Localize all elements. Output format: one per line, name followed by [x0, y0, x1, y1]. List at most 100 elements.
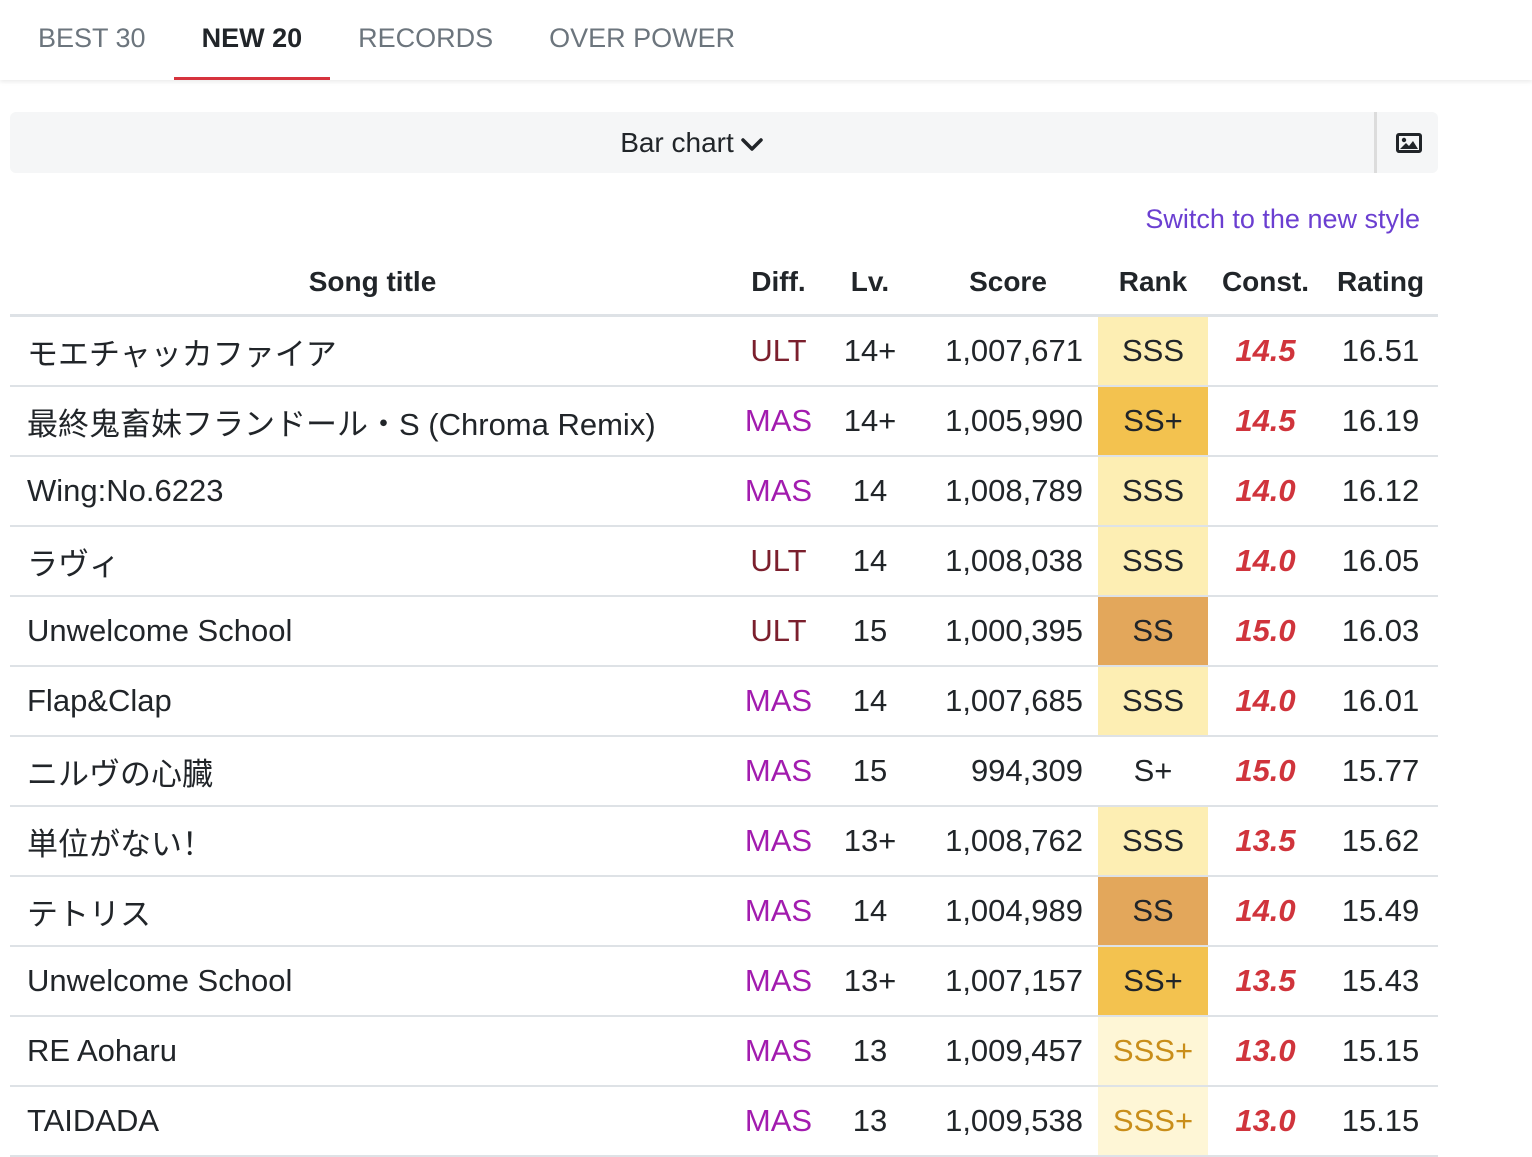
constant-cell: 14.0: [1208, 526, 1323, 597]
header-level: Lv.: [822, 250, 918, 317]
constant-cell: 13.0: [1208, 1086, 1323, 1157]
song-title-cell: RE Aoharu: [10, 1016, 735, 1087]
table-row: ニルヴの心臓 MAS 15 994,309 S+ 15.0 15.77: [10, 736, 1438, 807]
rank-cell: SSS: [1098, 666, 1208, 737]
image-icon: [1396, 132, 1422, 153]
table-row: TAIDADA MAS 13 1,009,538 SSS+ 13.0 15.15: [10, 1086, 1438, 1157]
song-title-cell: モエチャッカファイア: [10, 315, 735, 387]
tab[interactable]: OVER POWER: [549, 23, 736, 53]
difficulty-cell: MAS: [735, 876, 822, 947]
difficulty-cell: ULT: [735, 526, 822, 597]
score-cell: 1,008,038: [918, 526, 1098, 597]
song-title-cell: テトリス: [10, 876, 735, 947]
constant-cell: 14.0: [1208, 876, 1323, 947]
constant-cell: 14.0: [1208, 666, 1323, 737]
constant-cell: 14.0: [1208, 456, 1323, 527]
rank-cell: SS+: [1098, 946, 1208, 1017]
rating-cell: 15.43: [1323, 946, 1438, 1017]
rating-cell: 15.77: [1323, 736, 1438, 807]
constant-cell: 14.5: [1208, 386, 1323, 457]
rank-cell: SS: [1098, 596, 1208, 667]
rank-cell: SSS: [1098, 315, 1208, 387]
tab[interactable]: BEST 30: [38, 23, 146, 53]
header-difficulty: Diff.: [735, 250, 822, 317]
table-row: Unwelcome School MAS 13+ 1,007,157 SS+ 13.5 15…: [10, 946, 1438, 1017]
chevron-icon: [741, 137, 763, 151]
song-title-cell: 最終鬼畜妹フランドール・S (Chroma Remix): [10, 386, 735, 457]
constant-cell: 13.0: [1208, 1016, 1323, 1087]
table-row: RE Aoharu MAS 13 1,009,457 SSS+ 13.0 15.15: [10, 1016, 1438, 1087]
score-cell: 1,007,157: [918, 946, 1098, 1017]
header-rating: Rating: [1323, 250, 1438, 317]
score-cell: 1,005,990: [918, 386, 1098, 457]
constant-cell: 13.5: [1208, 946, 1323, 1017]
constant-cell: 13.5: [1208, 806, 1323, 877]
difficulty-cell: MAS: [735, 806, 822, 877]
level-cell: 15: [822, 596, 918, 667]
score-cell: 1,008,762: [918, 806, 1098, 877]
song-title-cell: Wing:No.6223: [10, 456, 735, 527]
rating-cell: 16.03: [1323, 596, 1438, 667]
table-row: 最終鬼畜妹フランドール・S (Chroma Remix) MAS 14+ 1,005,…: [10, 386, 1438, 457]
difficulty-cell: MAS: [735, 456, 822, 527]
tab[interactable]: NEW 20: [173, 0, 331, 80]
tab[interactable]: RECORDS: [358, 23, 494, 53]
rank-cell: SSS: [1098, 526, 1208, 597]
difficulty-cell: MAS: [735, 666, 822, 737]
score-cell: 1,000,395: [918, 596, 1098, 667]
score-cell: 1,009,457: [918, 1016, 1098, 1087]
tab-bar: BEST 30 NEW 20 RECORDS OVER POWER: [0, 0, 1532, 80]
header-score: Score: [918, 250, 1098, 317]
song-title-cell: ラヴィ: [10, 526, 735, 597]
level-cell: 13: [822, 1086, 918, 1157]
rating-cell: 15.15: [1323, 1016, 1438, 1087]
level-cell: 13+: [822, 806, 918, 877]
level-cell: 14: [822, 666, 918, 737]
score-cell: 1,004,989: [918, 876, 1098, 947]
chart-dropdown[interactable]: Bar chart: [10, 112, 1374, 173]
song-title-cell: Unwelcome School: [10, 596, 735, 667]
difficulty-cell: ULT: [735, 315, 822, 387]
rating-cell: 16.12: [1323, 456, 1438, 527]
header-rank: Rank: [1098, 250, 1208, 317]
rank-cell: SSS: [1098, 456, 1208, 527]
dropdown-label: Bar chart: [620, 127, 734, 158]
score-cell: 1,008,789: [918, 456, 1098, 527]
image-button[interactable]: [1374, 112, 1441, 173]
score-cell: 994,309: [918, 736, 1098, 807]
rating-cell: 16.19: [1323, 386, 1438, 457]
difficulty-cell: ULT: [735, 596, 822, 667]
level-cell: 14: [822, 456, 918, 527]
rating-cell: 16.01: [1323, 666, 1438, 737]
rating-cell: 16.51: [1323, 315, 1438, 387]
table-row: ラヴィ ULT 14 1,008,038 SSS 14.0 16.05: [10, 526, 1438, 597]
rating-cell: 15.49: [1323, 876, 1438, 947]
switch-style-link[interactable]: Switch to the new style: [1145, 204, 1420, 234]
table-row: Unwelcome School ULT 15 1,000,395 SS 15.0 16.0…: [10, 596, 1438, 667]
difficulty-cell: MAS: [735, 386, 822, 457]
song-title-cell: ニルヴの心臓: [10, 736, 735, 807]
level-cell: 14+: [822, 386, 918, 457]
rank-cell: SS: [1098, 876, 1208, 947]
level-cell: 14: [822, 876, 918, 947]
table-row: Wing:No.6223 MAS 14 1,008,789 SSS 14.0 16.12: [10, 456, 1438, 527]
rank-cell: SSS: [1098, 806, 1208, 877]
level-cell: 13+: [822, 946, 918, 1017]
rating-cell: 15.15: [1323, 1086, 1438, 1157]
chart-toolbar: Bar chart: [10, 112, 1438, 173]
level-cell: 14: [822, 526, 918, 597]
song-title-cell: Unwelcome School: [10, 946, 735, 1017]
rating-table: Song title Diff. Lv. Score Rank Const. Rating …: [10, 250, 1438, 1157]
table-row: モエチャッカファイア ULT 14+ 1,007,671 SSS 14.5 16.51: [10, 315, 1438, 387]
table-row: Flap&Clap MAS 14 1,007,685 SSS 14.0 16.01: [10, 666, 1438, 737]
song-title-cell: Flap&Clap: [10, 666, 735, 737]
difficulty-cell: MAS: [735, 1016, 822, 1087]
score-cell: 1,007,671: [918, 315, 1098, 387]
score-cell: 1,007,685: [918, 666, 1098, 737]
level-cell: 14+: [822, 315, 918, 387]
score-cell: 1,009,538: [918, 1086, 1098, 1157]
table-row: 単位がない！ MAS 13+ 1,008,762 SSS 13.5 15.62: [10, 806, 1438, 877]
level-cell: 13: [822, 1016, 918, 1087]
